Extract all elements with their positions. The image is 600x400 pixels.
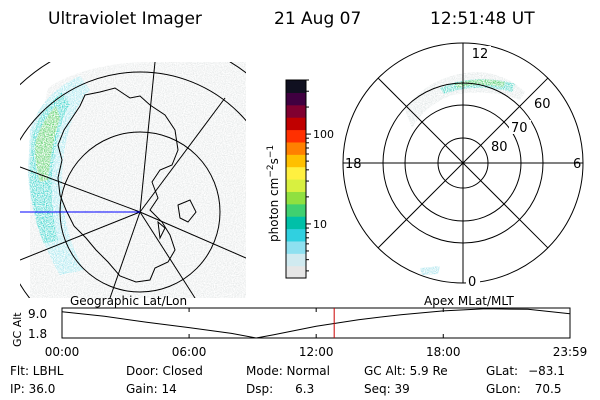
flt-info: Flt: LBHL [10,364,63,378]
glon-value: 70.5 [534,382,562,396]
colorbar-cell [286,216,306,230]
geo-coast-detail [157,199,197,240]
colorbar-cell [286,104,306,118]
colorbar-cell [286,141,306,155]
gcalt-label: GC Alt: 5.9 Re [364,364,448,378]
dsp-value: 6.3 [295,382,315,396]
mlat-label-80: 80 [491,140,508,155]
colorbar-cell [286,92,306,106]
colorbar-cell [286,166,306,180]
colorbar-cell [286,80,306,93]
gcalt-info: GC Alt: 5.9 Re [364,364,448,378]
colorbar-cell [286,265,306,279]
ip-label: IP: 36.0 [10,382,56,396]
colorbar-tick-label: 10 [313,218,327,231]
colorbar-cell [286,154,306,168]
altitude-line [61,308,571,339]
mlat-label-60: 60 [534,97,551,112]
door-info: Door: Closed [126,364,203,378]
mode-label: Mode: Normal [246,364,330,378]
geographic-map [20,62,246,298]
geo-grid [20,62,246,298]
time-label: 12:51:48 UT [430,9,535,29]
colorbar-ticks: 10 100 [306,79,334,272]
mode-info: Mode: Normal [246,364,330,378]
mlt-label-12: 12 [472,47,489,62]
polar-grid [342,42,584,284]
colorbar-cell [286,253,306,267]
colorbar-cell [286,228,306,242]
dsp-info: Dsp: 6.3 [246,382,314,396]
gain-label: Gain: 14 [126,382,177,396]
glon-info: GLon: 70.5 [486,382,561,396]
mlt-label-18: 18 [345,157,362,172]
altitude-chart: GC Alt 9.0 1.8 00:00 06:00 12:00 18:00 23:59 [11,307,587,359]
chart-xtick-label: 06:00 [172,345,207,359]
ytick-high: 9.0 [28,307,47,321]
colorbar-cell [286,203,306,217]
mlat-label-70: 70 [511,121,528,136]
polar-panel-label: Apex MLat/MLT [424,294,514,308]
colorbar-cells [286,80,306,279]
seq-info: Seq: 39 [364,382,410,396]
chart-xlabels: 00:00 06:00 12:00 18:00 23:59 [45,345,588,359]
gain-info: Gain: 14 [126,382,177,396]
date-label: 21 Aug 07 [274,9,361,29]
chart-ticks [61,308,571,338]
colorbar-cell [286,240,306,254]
chart-xtick-label: 18:00 [426,345,461,359]
antarctica-coastline [57,87,179,283]
colorbar-tick-label: 100 [313,128,334,141]
colorbar: 10 100 photon cm−2s−1 [266,79,334,279]
glat-info: GLat: −83.1 [486,364,565,378]
ip-info: IP: 36.0 [10,382,55,396]
instrument-title: Ultraviolet Imager [48,9,202,29]
magnetic-polar-map: 12 18 6 0 60 70 80 [342,42,584,290]
colorbar-frame [285,79,307,279]
mlt-label-0: 0 [468,275,476,290]
chart-frame [61,307,571,339]
colorbar-cell [286,179,306,192]
colorbar-unit: photon cm−2s−1 [266,145,281,242]
colorbar-cell [286,129,306,143]
chart-xtick-label: 12:00 [299,345,334,359]
seq-label: Seq: 39 [364,382,410,396]
dsp-label: Dsp: [246,382,274,396]
colorbar-cell [286,191,306,205]
flt-label: Flt: LBHL [10,364,64,378]
mlt-label-6: 6 [573,157,581,172]
colorbar-cell [286,117,306,131]
chart-ylabel: GC Alt [11,312,24,347]
chart-xtick-label: 23:59 [553,345,588,359]
glat-value: −83.1 [528,364,565,378]
glon-label: GLon: [486,382,521,396]
polar-aurora-emission [405,72,525,275]
geo-panel-label: Geographic Lat/Lon [70,294,187,308]
glat-label: GLat: [486,364,519,378]
ytick-low: 1.8 [28,327,47,341]
door-label: Door: Closed [126,364,203,378]
chart-xtick-label: 00:00 [45,345,80,359]
